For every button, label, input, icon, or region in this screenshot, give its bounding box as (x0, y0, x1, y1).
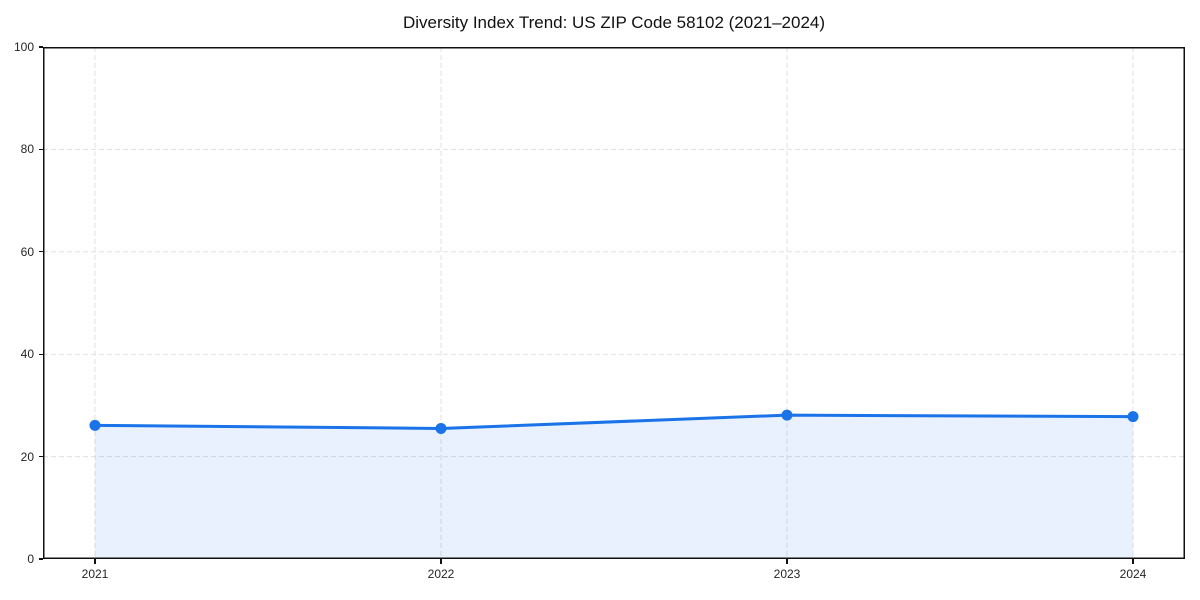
y-tick-mark (38, 353, 43, 355)
x-tick-mark (786, 559, 788, 564)
x-tick-label: 2024 (1119, 567, 1147, 581)
y-tick-label: 60 (20, 244, 34, 259)
x-tick-label: 2021 (81, 567, 109, 581)
plot-frame (43, 47, 1185, 559)
y-tick-mark (38, 46, 43, 48)
trend-line (93, 413, 1135, 430)
data-point-marker (435, 422, 447, 434)
x-tick-mark (94, 559, 96, 564)
y-tick-mark (38, 558, 43, 560)
y-tick-label: 40 (20, 347, 34, 362)
plot-area (43, 47, 1185, 559)
y-tick-mark (38, 148, 43, 150)
y-tick-label: 20 (20, 449, 34, 464)
data-point-marker (1127, 411, 1139, 423)
x-tick-mark (440, 559, 442, 564)
x-tick-label: 2023 (773, 567, 801, 581)
chart-title: Diversity Index Trend: US ZIP Code 58102… (402, 13, 826, 32)
y-tick-label: 80 (20, 142, 34, 157)
y-tick-label: 0 (27, 552, 34, 566)
area-fill (95, 415, 1133, 559)
y-tick-mark (38, 456, 43, 458)
x-tick-mark (1132, 559, 1134, 564)
data-point-marker (781, 409, 793, 421)
y-tick-mark (38, 251, 43, 253)
line-chart-svg (43, 47, 1185, 559)
x-tick-label: 2022 (427, 567, 455, 581)
data-point-marker (89, 419, 101, 431)
y-tick-label: 100 (13, 40, 34, 54)
